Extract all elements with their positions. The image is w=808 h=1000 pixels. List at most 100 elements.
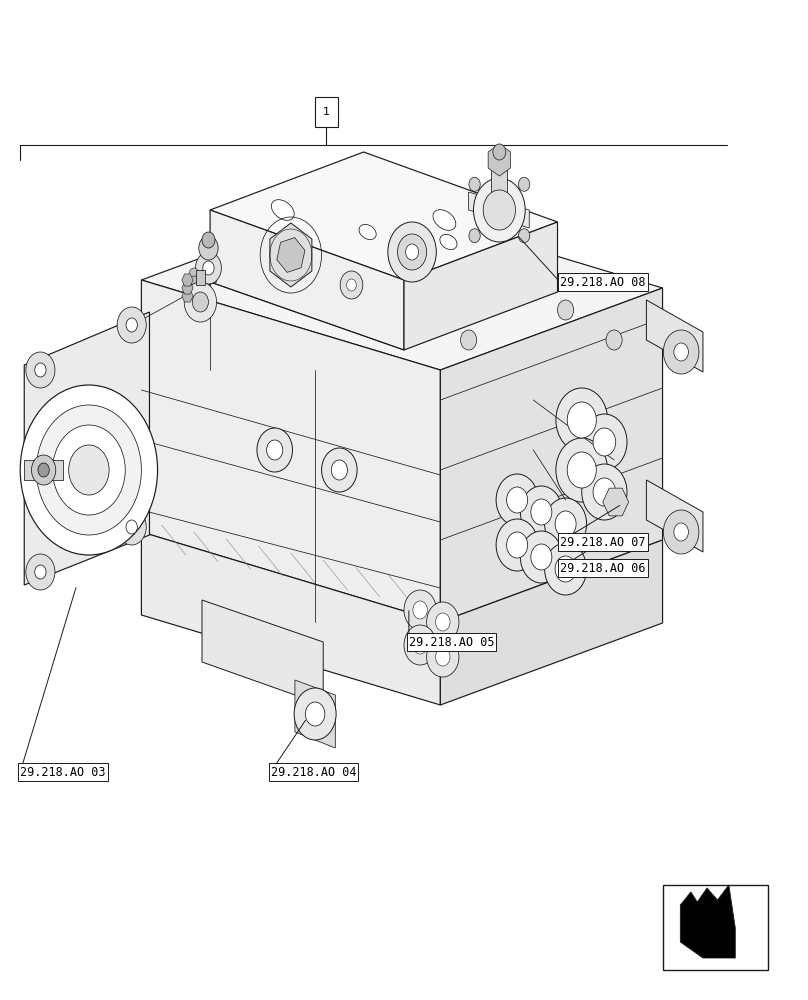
Circle shape bbox=[331, 460, 347, 480]
Circle shape bbox=[413, 601, 427, 619]
Circle shape bbox=[436, 648, 450, 666]
Circle shape bbox=[184, 282, 217, 322]
Polygon shape bbox=[200, 252, 217, 288]
Circle shape bbox=[593, 478, 616, 506]
Circle shape bbox=[126, 520, 137, 534]
Circle shape bbox=[196, 252, 221, 284]
Circle shape bbox=[32, 455, 56, 485]
Polygon shape bbox=[491, 160, 507, 192]
Circle shape bbox=[69, 445, 109, 495]
Circle shape bbox=[469, 229, 480, 243]
Circle shape bbox=[388, 222, 436, 282]
Circle shape bbox=[398, 234, 427, 270]
Circle shape bbox=[663, 510, 699, 554]
Circle shape bbox=[555, 511, 576, 537]
Polygon shape bbox=[680, 885, 735, 958]
Polygon shape bbox=[277, 238, 305, 272]
Ellipse shape bbox=[359, 224, 377, 240]
FancyBboxPatch shape bbox=[315, 97, 338, 127]
Circle shape bbox=[520, 531, 562, 583]
Circle shape bbox=[567, 402, 596, 438]
Circle shape bbox=[340, 271, 363, 299]
Polygon shape bbox=[488, 144, 511, 176]
Circle shape bbox=[531, 544, 552, 570]
Circle shape bbox=[469, 177, 480, 191]
Circle shape bbox=[555, 556, 576, 582]
Circle shape bbox=[436, 613, 450, 631]
Polygon shape bbox=[210, 152, 558, 280]
Circle shape bbox=[493, 144, 506, 160]
Circle shape bbox=[20, 385, 158, 555]
Circle shape bbox=[117, 509, 146, 545]
Polygon shape bbox=[210, 210, 404, 350]
Polygon shape bbox=[182, 282, 193, 294]
Circle shape bbox=[496, 519, 538, 571]
Polygon shape bbox=[440, 288, 663, 622]
Circle shape bbox=[427, 602, 459, 642]
Polygon shape bbox=[141, 532, 440, 705]
Circle shape bbox=[558, 300, 574, 320]
Polygon shape bbox=[24, 312, 149, 585]
Circle shape bbox=[606, 330, 622, 350]
Circle shape bbox=[404, 590, 436, 630]
Circle shape bbox=[38, 463, 49, 477]
Circle shape bbox=[483, 190, 516, 230]
Circle shape bbox=[593, 428, 616, 456]
Circle shape bbox=[404, 625, 436, 665]
Circle shape bbox=[117, 307, 146, 343]
Circle shape bbox=[267, 440, 283, 460]
Text: 29.218.AO 07: 29.218.AO 07 bbox=[560, 536, 646, 548]
Polygon shape bbox=[646, 480, 703, 552]
Polygon shape bbox=[24, 460, 63, 480]
Circle shape bbox=[556, 388, 608, 452]
Text: 29.218.AO 05: 29.218.AO 05 bbox=[409, 636, 494, 648]
Circle shape bbox=[582, 464, 627, 520]
Polygon shape bbox=[141, 280, 440, 622]
Polygon shape bbox=[440, 540, 663, 705]
Circle shape bbox=[461, 330, 477, 350]
Polygon shape bbox=[182, 290, 193, 302]
Circle shape bbox=[545, 498, 587, 550]
Circle shape bbox=[189, 284, 199, 296]
Text: 29.218.AO 03: 29.218.AO 03 bbox=[20, 766, 106, 778]
Circle shape bbox=[490, 148, 509, 172]
Text: 29.218.AO 04: 29.218.AO 04 bbox=[271, 766, 356, 778]
Circle shape bbox=[189, 268, 199, 280]
Circle shape bbox=[507, 487, 528, 513]
FancyBboxPatch shape bbox=[663, 885, 768, 970]
Circle shape bbox=[202, 232, 215, 248]
Ellipse shape bbox=[271, 200, 294, 220]
Circle shape bbox=[556, 438, 608, 502]
Circle shape bbox=[36, 405, 141, 535]
Polygon shape bbox=[646, 300, 703, 372]
Circle shape bbox=[35, 565, 46, 579]
Circle shape bbox=[322, 448, 357, 492]
Circle shape bbox=[294, 688, 336, 740]
Circle shape bbox=[53, 425, 125, 515]
Circle shape bbox=[413, 636, 427, 654]
Circle shape bbox=[192, 292, 208, 312]
Circle shape bbox=[567, 452, 596, 488]
Polygon shape bbox=[192, 285, 208, 318]
Circle shape bbox=[35, 363, 46, 377]
Circle shape bbox=[520, 486, 562, 538]
Ellipse shape bbox=[433, 210, 456, 230]
Ellipse shape bbox=[440, 234, 457, 250]
Circle shape bbox=[189, 276, 199, 288]
Circle shape bbox=[531, 499, 552, 525]
Circle shape bbox=[257, 428, 292, 472]
Circle shape bbox=[126, 318, 137, 332]
Circle shape bbox=[26, 352, 55, 388]
Circle shape bbox=[674, 343, 688, 361]
Circle shape bbox=[496, 474, 538, 526]
Polygon shape bbox=[295, 680, 335, 748]
Circle shape bbox=[582, 414, 627, 470]
Text: 29.218.AO 06: 29.218.AO 06 bbox=[560, 562, 646, 574]
Polygon shape bbox=[469, 192, 529, 228]
Polygon shape bbox=[603, 488, 629, 516]
Polygon shape bbox=[182, 274, 193, 286]
Circle shape bbox=[347, 279, 356, 291]
Polygon shape bbox=[141, 198, 663, 370]
Circle shape bbox=[545, 543, 587, 595]
Circle shape bbox=[427, 637, 459, 677]
